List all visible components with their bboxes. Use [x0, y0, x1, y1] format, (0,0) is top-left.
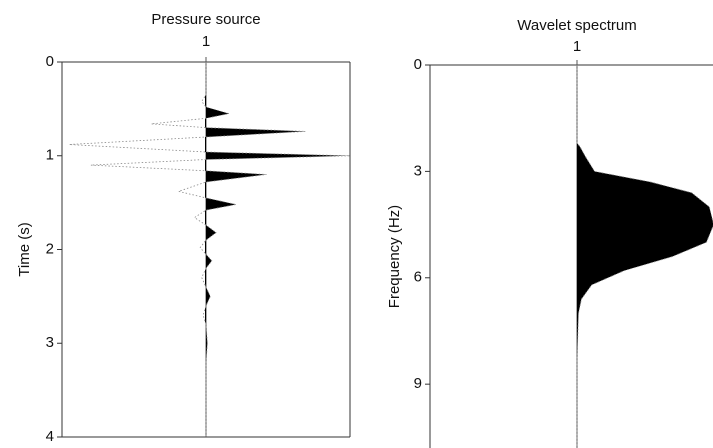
y-tick-label: 0: [46, 53, 54, 70]
y-tick-label: 3: [46, 334, 54, 351]
y-axis-label: Time (s): [16, 222, 33, 276]
positive-fill: [205, 62, 350, 437]
x-tick-label: 1: [202, 33, 210, 50]
y-tick-label: 1: [46, 147, 54, 164]
wiggle-trace: [576, 65, 713, 448]
y-tick-label: 9: [414, 375, 422, 392]
y-tick-label: 6: [414, 269, 422, 286]
chart-title: Pressure source: [151, 11, 260, 28]
y-axis-label: Frequency (Hz): [386, 205, 403, 308]
wiggle-trace: [69, 62, 351, 437]
x-tick-label: 1: [573, 38, 581, 55]
positive-fill: [577, 65, 713, 448]
y-tick-label: 4: [46, 428, 54, 445]
positive-fill-group: [577, 65, 713, 448]
y-tick-label: 3: [414, 162, 422, 179]
positive-fill-group: [205, 62, 350, 437]
y-tick-label: 2: [46, 240, 54, 257]
y-tick-label: 0: [414, 56, 422, 73]
chart-title: Wavelet spectrum: [517, 17, 636, 34]
